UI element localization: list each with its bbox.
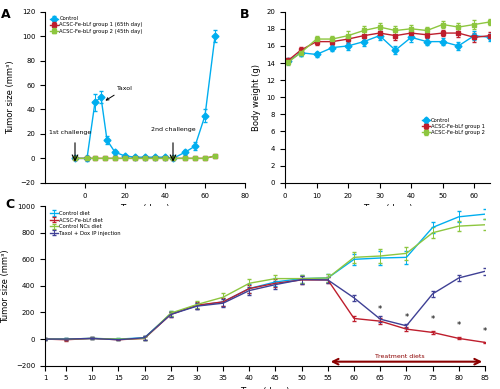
Y-axis label: Tumor size (mm³): Tumor size (mm³) [6,60,15,134]
Text: Treatment diets: Treatment diets [375,354,424,359]
Text: *: * [430,315,434,324]
X-axis label: Time (days): Time (days) [240,387,290,389]
Text: *: * [378,305,382,314]
X-axis label: Time (days): Time (days) [363,204,412,213]
Text: A: A [1,8,11,21]
Text: 2nd challenge: 2nd challenge [151,128,196,133]
Text: Taxol: Taxol [106,86,133,100]
Text: *: * [483,327,487,336]
Text: C: C [6,198,15,211]
Text: *: * [404,313,408,322]
Text: *: * [456,321,461,330]
Legend: Control diet, ACSC-Fe-bLf diet, Control NCs diet, Taxol + Dox IP injection: Control diet, ACSC-Fe-bLf diet, Control … [48,209,123,238]
Legend: Control, ACSC-Fe-bLf group 1, ACSC-Fe-bLf group 2: Control, ACSC-Fe-bLf group 1, ACSC-Fe-bL… [420,116,488,137]
Y-axis label: Tumor size (mm³): Tumor size (mm³) [2,249,11,323]
Text: B: B [240,8,250,21]
X-axis label: Time (days): Time (days) [120,204,170,213]
Y-axis label: Body weight (g): Body weight (g) [252,64,260,131]
Legend: Control, ACSC-Fe-bLf group 1 (65th day), ACSC-Fe-bLf group 2 (45th day): Control, ACSC-Fe-bLf group 1 (65th day),… [48,14,145,36]
Text: 1st challenge: 1st challenge [49,130,91,135]
